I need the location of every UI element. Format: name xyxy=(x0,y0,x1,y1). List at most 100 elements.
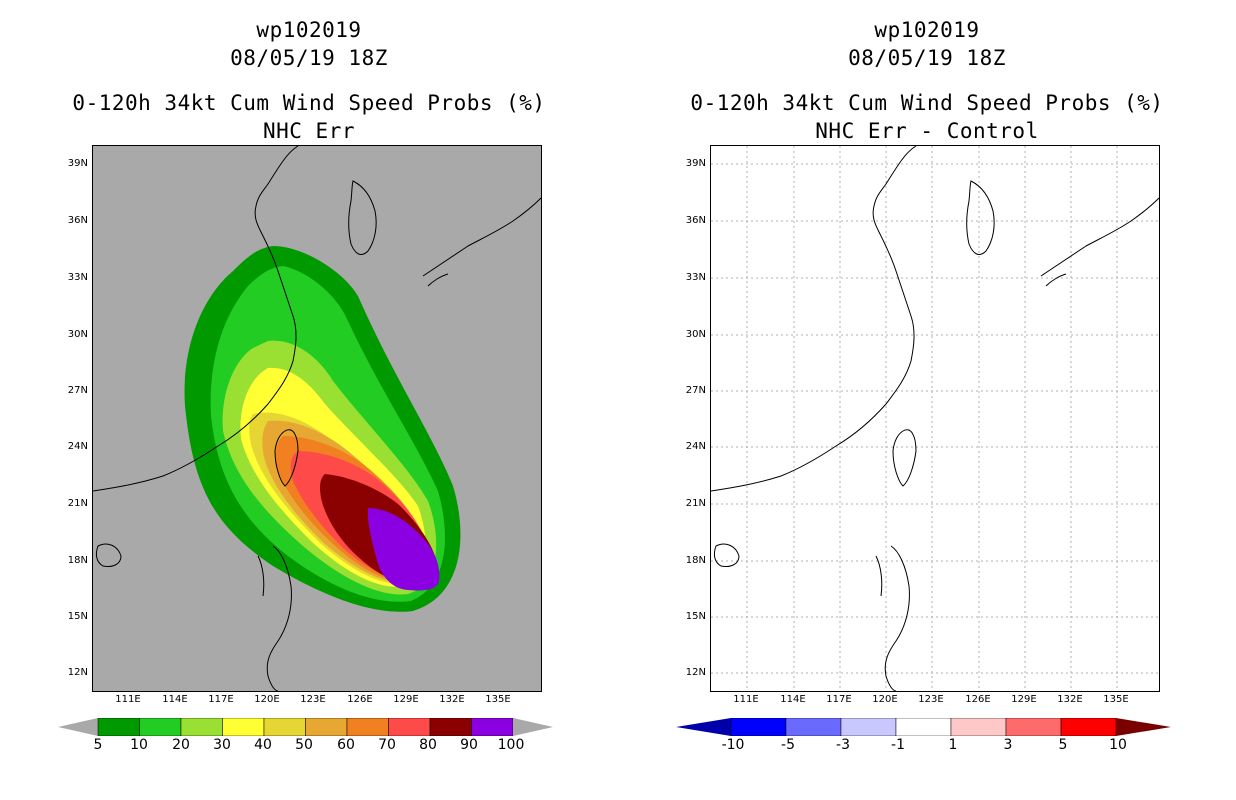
colorbar-label: 30 xyxy=(213,737,231,753)
right-coastlines xyxy=(711,146,1159,691)
colorbar-segment xyxy=(305,718,348,736)
lat-label: 30N xyxy=(67,329,88,340)
colorbar-segment xyxy=(429,718,472,736)
lat-label: 21N xyxy=(685,498,706,509)
lon-label: 120E xyxy=(872,694,898,705)
lon-label: 111E xyxy=(115,694,141,705)
lat-label: 18N xyxy=(67,555,88,566)
right-colorbar xyxy=(676,718,1171,736)
lon-label: 129E xyxy=(1011,694,1037,705)
colorbar-low-arrow xyxy=(676,718,731,736)
colorbar-label: 10 xyxy=(1109,737,1127,753)
taiwan-coast xyxy=(892,429,917,487)
taiwan-coast xyxy=(274,429,299,487)
lat-label: 27N xyxy=(67,385,88,396)
lat-label: 39N xyxy=(685,158,706,169)
colorbar-segment xyxy=(97,718,140,736)
colorbar-label: 90 xyxy=(460,737,478,753)
lon-label: 123E xyxy=(300,694,326,705)
left-colorbar xyxy=(58,718,553,736)
colorbar-segment xyxy=(1005,718,1062,736)
colorbar-high-arrow xyxy=(513,718,553,736)
lat-label: 33N xyxy=(67,272,88,283)
colorbar-segment xyxy=(950,718,1007,736)
lat-label: 36N xyxy=(685,215,706,226)
colorbar-label: -5 xyxy=(781,737,795,753)
lon-label: 126E xyxy=(347,694,373,705)
lat-label: 24N xyxy=(685,441,706,452)
china-coast xyxy=(711,146,917,492)
lon-label: 123E xyxy=(918,694,944,705)
right-panel: wp102019 08/05/19 18Z 0-120h 34kt Cum Wi… xyxy=(618,0,1236,800)
colorbar-label: 3 xyxy=(1003,737,1013,753)
colorbar-segment xyxy=(1060,718,1117,736)
left-title-sub: NHC Err xyxy=(262,119,355,143)
colorbar-label: 10 xyxy=(130,737,148,753)
colorbar-label: 40 xyxy=(254,737,272,753)
lon-label: 117E xyxy=(826,694,852,705)
colorbar-segment xyxy=(785,718,842,736)
lat-label: 15N xyxy=(67,611,88,622)
lat-label: 21N xyxy=(67,498,88,509)
luzon-coast xyxy=(875,545,910,691)
lat-label: 30N xyxy=(685,329,706,340)
lon-label: 117E xyxy=(208,694,234,705)
colorbar-segment xyxy=(895,718,952,736)
colorbar-label: 80 xyxy=(419,737,437,753)
hainan-coast xyxy=(95,543,122,567)
right-map-plot xyxy=(710,145,1160,692)
colorbar-label: 5 xyxy=(1058,737,1068,753)
china-coast xyxy=(93,146,299,492)
right-map-svg xyxy=(711,146,1159,691)
prob-90-area xyxy=(368,508,440,591)
colorbar-label: 60 xyxy=(337,737,355,753)
colorbar-label: 5 xyxy=(93,737,103,753)
colorbar-label: 100 xyxy=(497,737,525,753)
lon-label: 114E xyxy=(162,694,188,705)
lon-label: 132E xyxy=(1057,694,1083,705)
colorbar-segment xyxy=(222,718,265,736)
colorbar-segment xyxy=(139,718,182,736)
lon-label: 120E xyxy=(254,694,280,705)
right-title-sub: NHC Err - Control xyxy=(815,119,1039,143)
lon-label: 129E xyxy=(393,694,419,705)
lon-label: 135E xyxy=(485,694,511,705)
colorbar-label: 20 xyxy=(172,737,190,753)
left-map-svg xyxy=(93,146,541,691)
colorbar-segment xyxy=(388,718,431,736)
colorbar-high-arrow xyxy=(1116,718,1171,736)
lon-label: 114E xyxy=(780,694,806,705)
left-title-date: 08/05/19 18Z xyxy=(230,46,388,70)
left-map-plot xyxy=(92,145,542,692)
colorbar-segment xyxy=(730,718,787,736)
right-title-product: 0-120h 34kt Cum Wind Speed Probs (%) xyxy=(690,91,1164,115)
luzon-coast xyxy=(257,545,292,691)
right-gridlines xyxy=(711,146,1159,691)
lat-label: 18N xyxy=(685,555,706,566)
lat-label: 24N xyxy=(67,441,88,452)
lat-label: 27N xyxy=(685,385,706,396)
japan-coast xyxy=(422,197,541,287)
lon-label: 126E xyxy=(965,694,991,705)
lon-label: 111E xyxy=(733,694,759,705)
korea-coast xyxy=(966,180,995,255)
lat-label: 15N xyxy=(685,611,706,622)
hainan-coast xyxy=(713,543,740,567)
left-title-id: wp102019 xyxy=(256,18,362,42)
colorbar-label: 1 xyxy=(948,737,958,753)
lon-label: 132E xyxy=(439,694,465,705)
japan-coast xyxy=(1040,197,1159,287)
colorbar-segment xyxy=(840,718,897,736)
colorbar-label: -1 xyxy=(891,737,905,753)
lat-label: 33N xyxy=(685,272,706,283)
colorbar-segment xyxy=(346,718,389,736)
lon-label: 135E xyxy=(1103,694,1129,705)
colorbar-label: -10 xyxy=(721,737,745,753)
lat-label: 12N xyxy=(685,667,706,678)
right-colorbar-segments xyxy=(676,718,1171,736)
left-coastlines xyxy=(93,146,541,691)
lat-label: 12N xyxy=(67,667,88,678)
colorbar-segment xyxy=(263,718,306,736)
left-panel: wp102019 08/05/19 18Z 0-120h 34kt Cum Wi… xyxy=(58,18,553,753)
colorbar-segment xyxy=(180,718,223,736)
